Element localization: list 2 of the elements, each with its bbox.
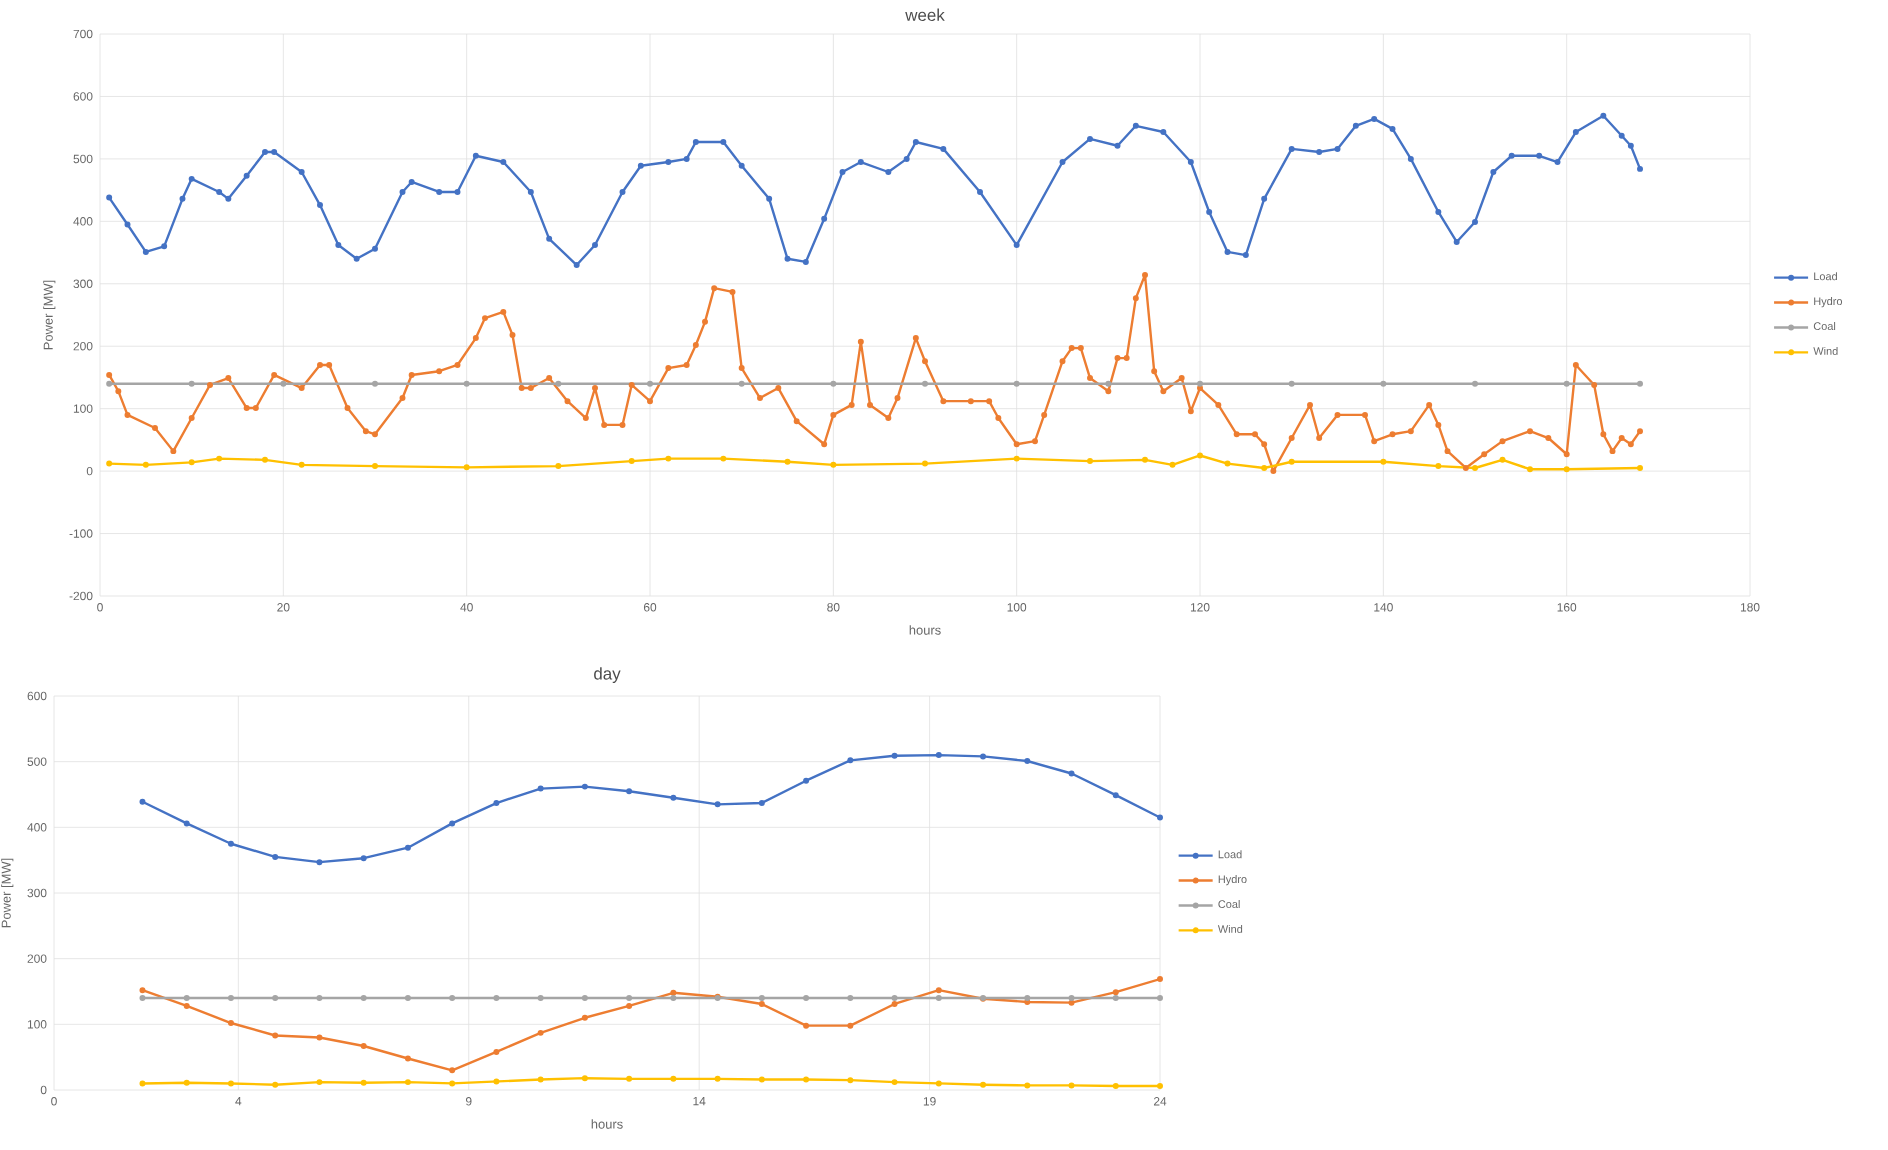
chart-title: day bbox=[594, 667, 621, 683]
chart-title: week bbox=[905, 8, 945, 21]
